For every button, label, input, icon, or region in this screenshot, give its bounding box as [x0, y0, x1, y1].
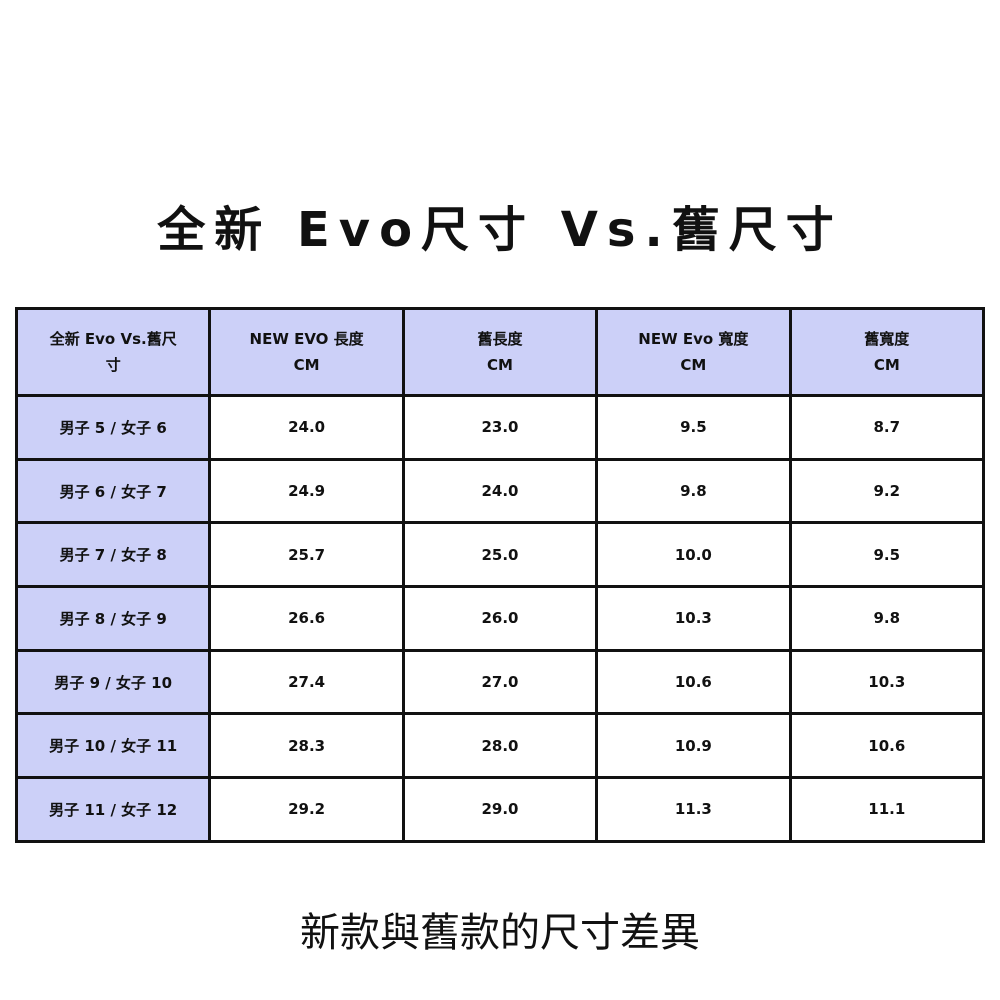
value-cell: 28.0	[401, 712, 599, 780]
value-cell: 25.0	[401, 521, 599, 589]
size-label-cell: 男子 11 / 女子 12	[14, 776, 212, 843]
size-label-cell: 男子 10 / 女子 11	[14, 712, 212, 780]
size-label-cell: 男子 9 / 女子 10	[14, 648, 212, 716]
value-cell: 9.2	[788, 457, 986, 525]
value-cell: 25.7	[208, 521, 405, 589]
table-row: 男子 11 / 女子 12 29.2 29.0 11.3 11.1	[14, 776, 986, 843]
size-label-cell: 男子 5 / 女子 6	[14, 394, 212, 461]
size-comparison-table: 全新 Evo Vs.舊尺寸 NEW EVO 長度 CM 舊長度 CM NEW Evo 寬度…	[14, 307, 986, 843]
value-cell: 10.6	[595, 648, 792, 716]
value-cell: 28.3	[208, 712, 405, 780]
table-row: 男子 9 / 女子 10 27.4 27.0 10.6 10.3	[14, 648, 986, 716]
size-label-cell: 男子 8 / 女子 9	[14, 585, 212, 652]
column-header-unit: CM	[873, 356, 900, 374]
value-cell: 26.0	[401, 585, 599, 652]
value-cell: 24.0	[208, 394, 405, 461]
page-title: 全新 Evo尺寸 Vs.舊尺寸	[157, 202, 843, 258]
column-header-title: NEW EVO 長度	[249, 330, 364, 348]
value-cell: 8.7	[788, 394, 986, 461]
column-header: NEW Evo 寬度 CM	[595, 307, 792, 397]
value-cell: 10.6	[788, 712, 986, 780]
value-cell: 24.9	[208, 457, 405, 525]
value-cell: 10.9	[595, 712, 792, 780]
table-row: 男子 6 / 女子 7 24.9 24.0 9.8 9.2	[14, 457, 986, 525]
column-header-unit: CM	[487, 356, 513, 374]
column-header-title: 舊寬度	[864, 330, 910, 348]
value-cell: 11.1	[788, 776, 986, 843]
column-header-title: NEW Evo 寬度	[638, 330, 749, 348]
value-cell: 27.4	[208, 648, 405, 716]
value-cell: 11.3	[595, 776, 792, 843]
value-cell: 9.8	[595, 457, 792, 525]
value-cell: 26.6	[208, 585, 405, 652]
value-cell: 27.0	[401, 648, 599, 716]
value-cell: 10.3	[788, 648, 986, 716]
value-cell: 24.0	[401, 457, 599, 525]
value-cell: 9.5	[788, 521, 986, 589]
table-row: 男子 10 / 女子 11 28.3 28.0 10.9 10.6	[14, 712, 986, 780]
value-cell: 9.5	[595, 394, 792, 461]
table-row: 男子 5 / 女子 6 24.0 23.0 9.5 8.7	[14, 394, 986, 461]
table-header-row: 全新 Evo Vs.舊尺寸 NEW EVO 長度 CM 舊長度 CM NEW Evo 寬度…	[14, 307, 986, 397]
size-label-cell: 男子 6 / 女子 7	[14, 457, 212, 525]
size-label-cell: 男子 7 / 女子 8	[14, 521, 212, 589]
value-cell: 29.0	[401, 776, 599, 843]
column-header: 舊長度 CM	[401, 307, 599, 397]
value-cell: 29.2	[208, 776, 405, 843]
table-row: 男子 7 / 女子 8 25.7 25.0 10.0 9.5	[14, 521, 986, 589]
column-header-title: 全新 Evo Vs.舊尺	[49, 330, 177, 348]
column-header-title: 舊長度	[477, 330, 523, 348]
column-header: NEW EVO 長度 CM	[208, 307, 405, 397]
value-cell: 23.0	[401, 394, 599, 461]
column-header: 舊寬度 CM	[788, 307, 986, 397]
value-cell: 10.3	[595, 585, 792, 652]
column-header: 全新 Evo Vs.舊尺寸	[14, 307, 212, 397]
value-cell: 10.0	[595, 521, 792, 589]
column-header-unit: 寸	[105, 356, 121, 374]
column-header-unit: CM	[680, 356, 707, 374]
column-header-unit: CM	[293, 356, 320, 374]
footer-caption: 新款與舊款的尺寸差異	[300, 910, 700, 956]
value-cell: 9.8	[788, 585, 986, 652]
table-row: 男子 8 / 女子 9 26.6 26.0 10.3 9.8	[14, 585, 986, 652]
